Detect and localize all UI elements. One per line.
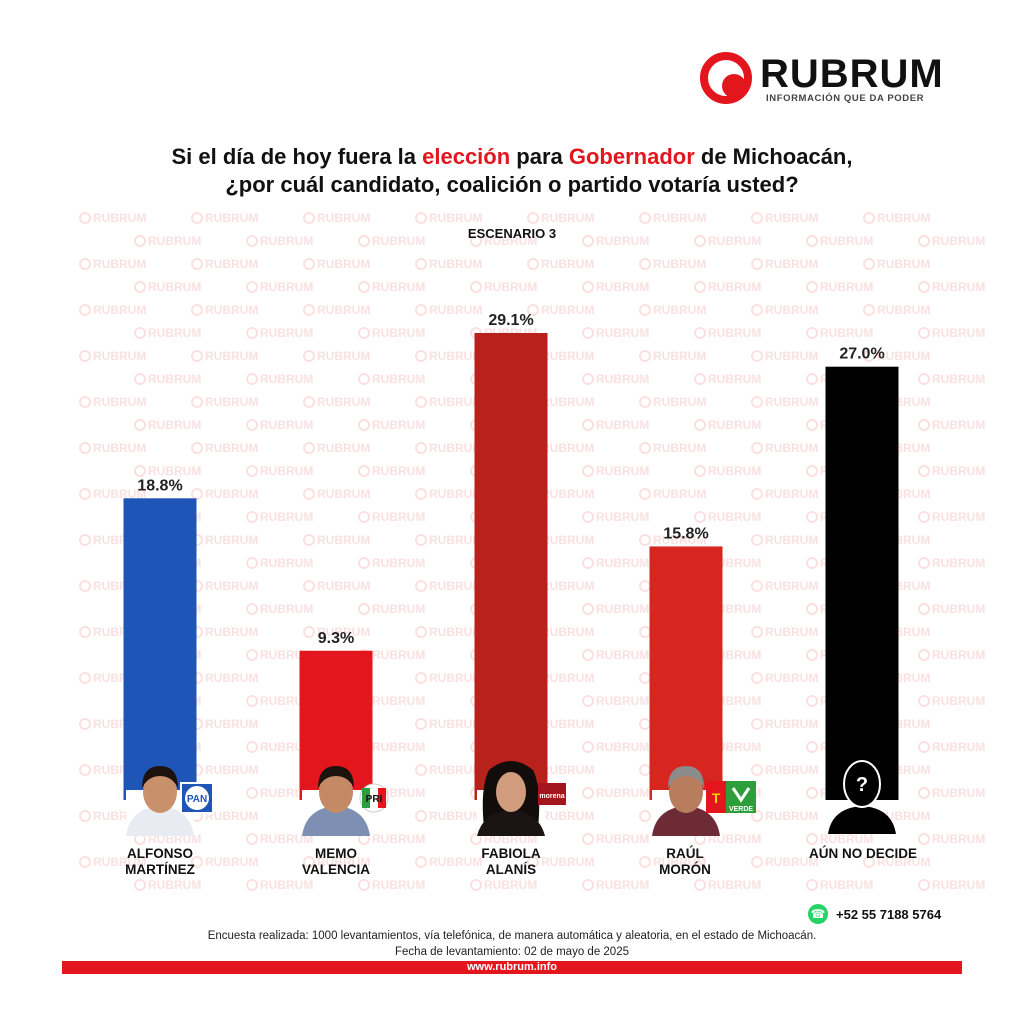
pt-verde-logo-icon: T VERDE xyxy=(706,781,756,813)
bar-4 xyxy=(649,546,723,800)
candidate-last-name: MARTÍNEZ xyxy=(125,862,195,877)
pan-logo-icon: PAN xyxy=(180,782,214,814)
undecided-label: AÚN NO DECIDE xyxy=(808,846,917,861)
candidate-last-name: VALENCIA xyxy=(301,862,370,877)
logo-wordmark: RUBRUM xyxy=(760,52,944,96)
candidate-first-name: MEMO xyxy=(315,846,357,861)
whatsapp-icon: ☎ xyxy=(808,904,828,924)
survey-methodology: Encuesta realizada: 1000 levantamientos,… xyxy=(207,930,817,942)
pri-logo-icon: PRI xyxy=(359,783,389,813)
svg-text:PRI: PRI xyxy=(366,794,383,805)
bar-3 xyxy=(474,333,548,800)
bar-value-label: 9.3% xyxy=(318,630,354,647)
rubrum-logo: RUBRUM INFORMACIÓN QUE DA PODER xyxy=(700,52,960,112)
scenario-label: ESCENARIO 3 xyxy=(467,226,557,241)
title-highlight-gobernador: Gobernador xyxy=(568,144,695,169)
candidate-photo-3 xyxy=(477,761,545,836)
candidate-photo-1 xyxy=(126,766,194,836)
svg-text:VERDE: VERDE xyxy=(729,806,753,813)
undecided-silhouette-icon: ? xyxy=(828,760,896,834)
svg-text:morena: morena xyxy=(539,793,564,800)
candidate-name-2: MEMO VALENCIA xyxy=(266,846,406,878)
phone-number: +52 55 7188 5764 xyxy=(836,906,942,922)
candidate-first-name: FABIOLA xyxy=(481,846,541,861)
svg-text:T: T xyxy=(712,790,721,806)
candidate-first-name: ALFONSO xyxy=(127,846,193,861)
footer-red-bar xyxy=(62,961,962,974)
logo-ring-icon xyxy=(700,52,752,104)
title-part: de Michoacán, xyxy=(694,144,853,169)
bar-value-label: 27.0% xyxy=(839,346,884,363)
title-part: Si el día de hoy fuera la xyxy=(171,144,423,169)
svg-text:PAN: PAN xyxy=(187,794,207,805)
title-part: para xyxy=(510,144,569,169)
website-link[interactable]: www.rubrum.info xyxy=(466,961,558,973)
candidate-last-name: MORÓN xyxy=(659,862,711,877)
chart-title-line-2: ¿por cuál candidato, coalición o partido… xyxy=(225,172,799,197)
morena-logo-icon: morena xyxy=(538,783,566,805)
candidate-first-name: RAÚL xyxy=(666,846,704,861)
question-mark: ? xyxy=(856,774,868,796)
candidate-name-3: FABIOLA ALANÍS xyxy=(441,846,581,878)
candidate-last-name: ALANÍS xyxy=(485,862,537,877)
whatsapp-contact[interactable]: ☎ +52 55 7188 5764 xyxy=(808,904,941,924)
bar-value-label: 15.8% xyxy=(663,525,708,542)
chart-title-line-1: Si el día de hoy fuera la elección para … xyxy=(0,144,1024,170)
bar-1 xyxy=(123,498,197,800)
bar-value-label: 18.8% xyxy=(137,477,182,494)
survey-date: Fecha de levantamiento: 02 de mayo de 20… xyxy=(395,946,629,958)
candidate-name-5: AÚN NO DECIDE xyxy=(793,846,933,862)
bar-value-label: 29.1% xyxy=(488,312,533,329)
candidate-name-4: RAÚL MORÓN xyxy=(615,846,755,878)
title-highlight-eleccion: elección xyxy=(422,144,511,169)
candidate-name-1: ALFONSO MARTÍNEZ xyxy=(90,846,230,878)
candidate-photo-2 xyxy=(302,766,370,836)
logo-tagline: INFORMACIÓN QUE DA PODER xyxy=(766,93,925,104)
bar-5 xyxy=(825,366,899,800)
